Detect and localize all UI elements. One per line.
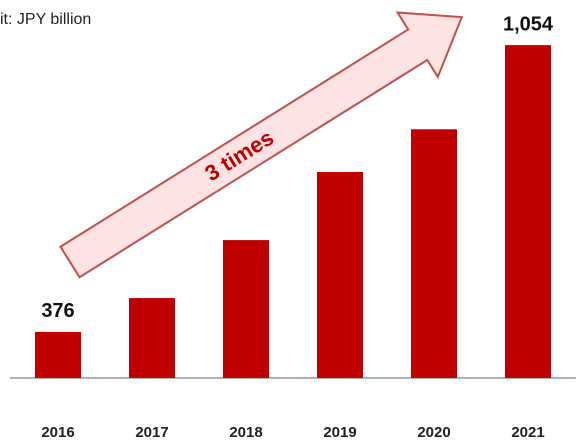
arrow-shape <box>59 11 464 279</box>
x-tick-label: 2017 <box>135 424 168 441</box>
bar <box>129 298 175 378</box>
value-label: 376 <box>41 300 74 322</box>
bar <box>505 45 551 379</box>
x-tick-label: 2020 <box>417 424 450 441</box>
x-tick-label: 2016 <box>41 424 74 441</box>
value-label: 1,054 <box>503 13 554 35</box>
bar <box>411 129 457 378</box>
x-tick-label: 2021 <box>511 424 544 441</box>
bar <box>317 172 363 378</box>
chart-title: it: JPY billion <box>0 11 91 28</box>
bar <box>35 331 81 378</box>
x-tick-label: 2018 <box>229 424 262 441</box>
x-tick-label: 2019 <box>323 424 356 441</box>
bar <box>223 240 269 378</box>
